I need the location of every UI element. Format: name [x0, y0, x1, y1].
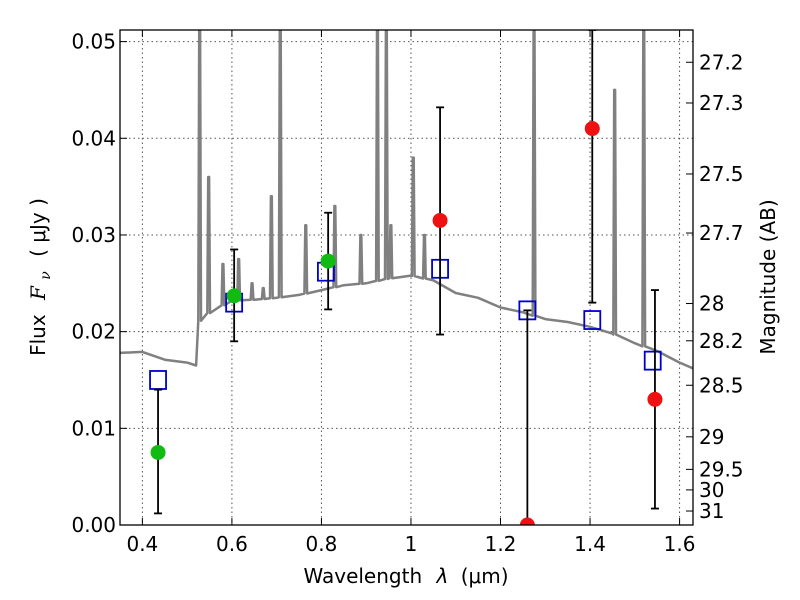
- x-tick-label: 0.4: [126, 532, 158, 556]
- mag-tick-label: 31: [699, 499, 724, 523]
- mag-tick-label: 27.5: [699, 162, 744, 186]
- y-axis-title-sub: ν: [38, 271, 54, 280]
- mag-tick-label: 29.5: [699, 457, 744, 481]
- plot-frame: [119, 29, 694, 526]
- x-tick-label: 1.4: [574, 532, 606, 556]
- model-photometry-square: [583, 310, 602, 330]
- non-detection-point: [647, 391, 663, 407]
- y-tick-label: 0.00: [71, 513, 116, 537]
- detection-point: [150, 444, 166, 460]
- detection-point: [226, 288, 242, 304]
- x-tick-label: 0.8: [306, 532, 338, 556]
- mag-tick-label: 28.5: [699, 373, 744, 397]
- y-tick-label: 0.04: [71, 126, 116, 150]
- mag-tick-label: 30: [699, 478, 724, 502]
- mag-tick-label: 28: [699, 292, 724, 316]
- non-detection-point: [584, 121, 600, 137]
- observed-points: [150, 121, 663, 525]
- x-axis-title: Wavelength λ (μm): [303, 564, 508, 588]
- x-tick-label: 0.6: [216, 532, 248, 556]
- x-tick-label: 1.2: [485, 532, 517, 556]
- y-tick-label: 0.01: [71, 416, 116, 440]
- y-axis-title-var: F: [26, 285, 50, 301]
- y-tick-label: 0.03: [71, 223, 116, 247]
- y-axis-title: Flux F ν ( μJy ): [26, 198, 55, 356]
- y-axis-title-text: Flux: [26, 314, 50, 356]
- detection-point: [320, 253, 336, 269]
- x-axis-title-unit: (μm): [461, 564, 509, 588]
- mag-tick-label: 28.2: [699, 329, 744, 353]
- x-axis-title-var: λ: [436, 564, 449, 588]
- tick-labels: 0.4 0.6 0.8 1 1.2 1.4 1.6 0.00 0.01 0.02 0.03 0.04 0…: [71, 30, 743, 556]
- right-axis-title: Magnitude (AB): [756, 199, 780, 354]
- non-detection-point: [432, 212, 448, 228]
- mag-tick-label: 27.7: [699, 221, 744, 245]
- model-spectrum-line: [120, 30, 693, 370]
- mag-tick-label: 27.2: [699, 50, 744, 74]
- y-tick-label: 0.02: [71, 320, 116, 344]
- y-axis-title-unit: ( μJy ): [26, 198, 50, 257]
- mag-tick-label: 29: [699, 425, 724, 449]
- non-detection-point: [519, 517, 535, 525]
- model-photometry-square: [643, 350, 662, 371]
- mag-tick-label: 27.3: [699, 91, 744, 115]
- x-tick-label: 1.6: [664, 532, 696, 556]
- error-bars: [154, 30, 659, 525]
- axis-ticks: [120, 30, 693, 526]
- model-photometry-series: [149, 258, 662, 390]
- grid: [120, 30, 693, 526]
- y-tick-label: 0.05: [71, 30, 116, 54]
- model-photometry-square: [149, 370, 167, 390]
- x-axis-title-text: Wavelength: [303, 564, 422, 588]
- x-tick-label: 1: [405, 532, 418, 556]
